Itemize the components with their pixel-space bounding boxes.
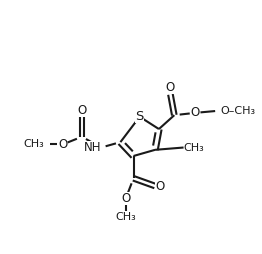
Text: CH₃: CH₃ — [184, 142, 204, 152]
Text: O: O — [166, 81, 175, 94]
Text: O–CH₃: O–CH₃ — [221, 106, 256, 116]
Text: O: O — [121, 192, 130, 205]
Text: NH: NH — [84, 141, 101, 154]
Text: O: O — [155, 180, 164, 193]
Text: O: O — [58, 138, 67, 151]
Text: CH₃: CH₃ — [23, 139, 44, 149]
Text: O: O — [77, 104, 86, 117]
Text: CH₃: CH₃ — [116, 212, 136, 222]
Text: S: S — [135, 110, 144, 123]
Text: O: O — [190, 106, 200, 119]
